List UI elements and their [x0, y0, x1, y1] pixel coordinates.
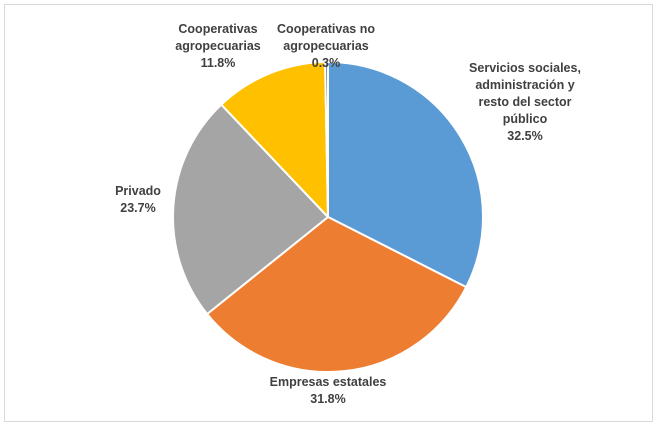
slice-category-line: Empresas estatales: [270, 375, 387, 389]
data-label-servicios-sociales-administracion-y-resto-del-sector-publico: Servicios sociales, administración y resto…: [469, 61, 581, 143]
slice-percent: 0.3%: [312, 56, 341, 70]
pie-slice-cooperativas-agropecuarias: [220, 61, 329, 218]
slice-category-line: agropecuarias: [175, 39, 261, 53]
data-label-cooperativas-agropecuarias: Cooperativas agropecuarias 11.8%: [175, 22, 261, 70]
slice-percent: 23.7%: [120, 201, 155, 215]
slice-category-line: agropecuarias: [283, 39, 369, 53]
pie-slice-privado: [172, 103, 329, 316]
slice-category-line: Servicios sociales,: [469, 61, 581, 75]
slice-percent: 32.5%: [507, 129, 542, 143]
slice-percent: 31.8%: [310, 392, 345, 406]
pie-slice-cooperativas-no-agropecuarias: [324, 61, 329, 218]
slice-category-line: público: [503, 112, 548, 126]
slice-category-line: administración y: [475, 78, 574, 92]
slice-percent: 11.8%: [201, 56, 236, 70]
slice-category-line: Cooperativas no: [277, 22, 375, 36]
slice-category-line: resto del sector: [478, 95, 571, 109]
pie-slice-servicios-sociales-administracion-y-resto-del-sector-publico: [327, 61, 484, 289]
data-label-empresas-estatales: Empresas estatales 31.8%: [270, 375, 387, 406]
data-label-privado: Privado 23.7%: [115, 184, 161, 215]
slice-category-line: Privado: [115, 184, 161, 198]
slice-category-line: Cooperativas: [178, 22, 257, 36]
pie-slice-empresas-estatales: [206, 216, 468, 373]
data-label-cooperativas-no-agropecuarias: Cooperativas no agropecuarias 0.3%: [277, 22, 375, 70]
